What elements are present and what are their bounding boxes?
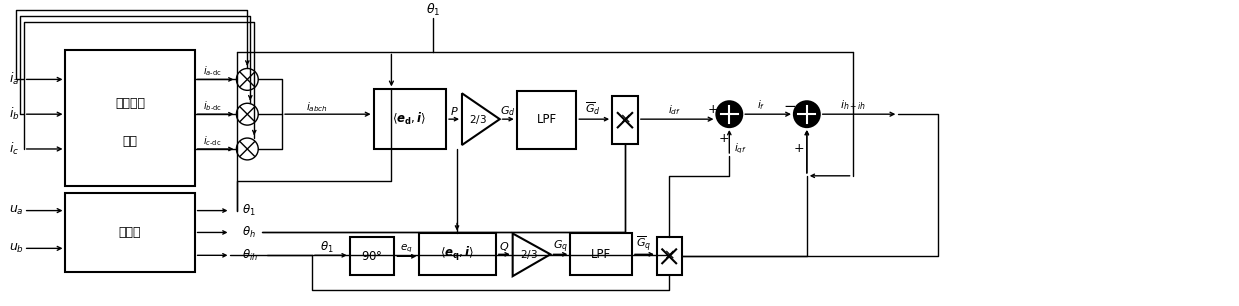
Ellipse shape xyxy=(794,101,820,127)
Text: $\theta_{ih}$: $\theta_{ih}$ xyxy=(243,248,259,263)
Text: $Q$: $Q$ xyxy=(498,240,509,253)
Text: $\theta_1$: $\theta_1$ xyxy=(320,240,333,255)
Text: $i_{c\text{-dc}}$: $i_{c\text{-dc}}$ xyxy=(203,134,222,148)
Text: 时域平均: 时域平均 xyxy=(115,97,145,110)
Bar xyxy=(349,237,394,275)
Text: $2/3$: $2/3$ xyxy=(470,113,487,126)
Text: $i_f$: $i_f$ xyxy=(757,98,766,112)
Text: $i_a$: $i_a$ xyxy=(9,71,19,88)
Bar xyxy=(419,233,496,275)
Bar xyxy=(66,193,195,272)
Text: $i_{b\text{-dc}}$: $i_{b\text{-dc}}$ xyxy=(203,99,222,113)
Text: $\theta_1$: $\theta_1$ xyxy=(426,2,440,18)
Text: LPF: LPF xyxy=(536,113,556,126)
Text: $\theta_h$: $\theta_h$ xyxy=(243,225,256,240)
Bar xyxy=(517,91,576,149)
Text: $i_b$: $i_b$ xyxy=(9,106,20,122)
Text: $i_c$: $i_c$ xyxy=(9,141,19,157)
Text: $i_{h+ih}$: $i_{h+ih}$ xyxy=(840,98,866,112)
Text: $-$: $-$ xyxy=(783,97,797,112)
Text: $u_b$: $u_b$ xyxy=(9,242,24,255)
Bar xyxy=(373,89,446,149)
Text: $u_a$: $u_a$ xyxy=(9,204,24,217)
Text: $2/3$: $2/3$ xyxy=(519,248,538,261)
Text: $\times$: $\times$ xyxy=(620,112,631,126)
Bar xyxy=(657,237,681,275)
Ellipse shape xyxy=(716,101,742,127)
Text: $e_q$: $e_q$ xyxy=(400,242,413,255)
Text: $\overline{G}_d$: $\overline{G}_d$ xyxy=(585,101,601,118)
Text: 检测: 检测 xyxy=(123,135,138,147)
Text: $G_q$: $G_q$ xyxy=(553,238,567,255)
Text: $\times$: $\times$ xyxy=(663,248,674,262)
Text: LPF: LPF xyxy=(591,248,611,261)
Text: $i_{abch}$: $i_{abch}$ xyxy=(306,100,328,114)
Text: $G_d$: $G_d$ xyxy=(499,104,515,118)
Text: $\overline{G}_q$: $\overline{G}_q$ xyxy=(636,235,652,254)
Text: $P$: $P$ xyxy=(450,105,458,117)
Text: $i_{a\text{-dc}}$: $i_{a\text{-dc}}$ xyxy=(203,65,222,78)
Text: $i_{df}$: $i_{df}$ xyxy=(668,103,681,117)
Text: $+$: $+$ xyxy=(793,143,804,155)
Bar xyxy=(612,96,638,144)
Text: $90°$: $90°$ xyxy=(361,250,383,263)
Text: 锁相环: 锁相环 xyxy=(119,226,141,239)
Text: $i_{qf}$: $i_{qf}$ xyxy=(735,142,747,156)
Text: $\langle \boldsymbol{e}_{\mathbf{d}},\boldsymbol{i}\rangle$: $\langle \boldsymbol{e}_{\mathbf{d}},\bo… xyxy=(392,111,426,127)
Text: $\theta_1$: $\theta_1$ xyxy=(243,203,256,218)
Text: $+$: $+$ xyxy=(717,132,729,144)
Bar xyxy=(570,233,632,275)
Text: $+$: $+$ xyxy=(706,103,719,116)
Text: $\langle \boldsymbol{e}_{\mathbf{q}},\boldsymbol{i}\rangle$: $\langle \boldsymbol{e}_{\mathbf{q}},\bo… xyxy=(440,245,475,263)
Bar xyxy=(66,50,195,186)
